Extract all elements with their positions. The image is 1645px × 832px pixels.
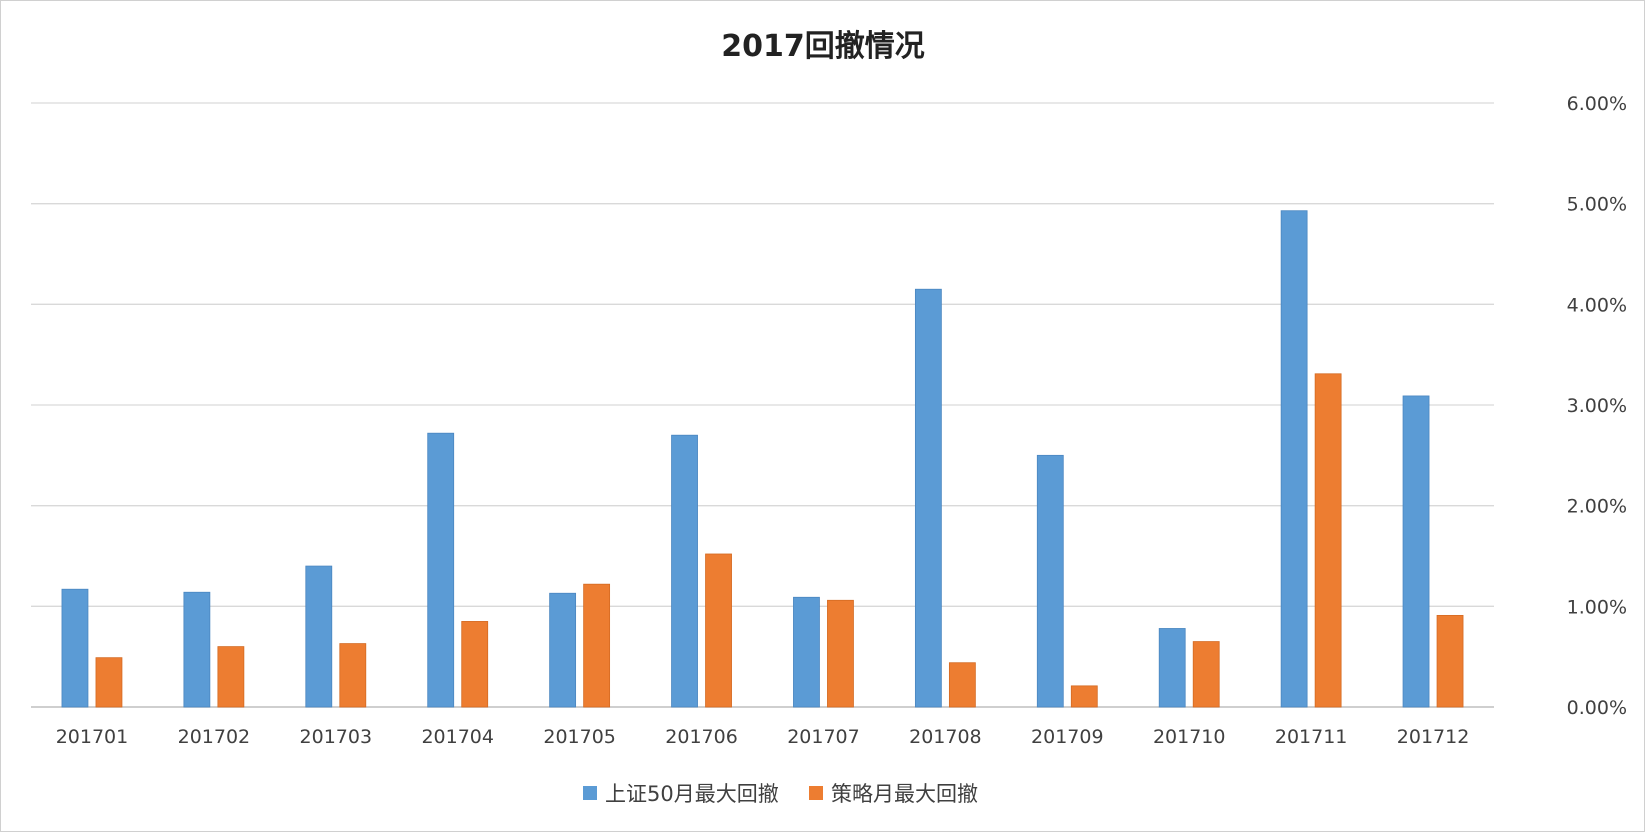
gridlines [31, 102, 1494, 708]
bar-sse50-201706 [671, 434, 698, 708]
legend: 上证50月最大回撤 策略月最大回撤 [583, 782, 978, 806]
x-tick-label: 201701 [56, 726, 129, 748]
x-tick-label: 201706 [665, 726, 738, 748]
bar-strategy-201709 [1070, 685, 1098, 708]
x-tick-label: 201712 [1397, 726, 1470, 748]
y-tick-label: 6.00% [1567, 93, 1627, 115]
x-tick-label: 201710 [1153, 726, 1226, 748]
legend-swatch [809, 786, 823, 800]
bar-strategy-201708 [948, 662, 976, 708]
legend-label: 策略月最大回撤 [831, 782, 978, 806]
bar-strategy-201704 [461, 621, 489, 708]
x-axis-tick-labels: 201701 201702 201703 201704 201705 201706 2017… [56, 726, 1470, 748]
bar-strategy-201701 [95, 657, 123, 708]
y-tick-label: 2.00% [1567, 496, 1627, 518]
bar-strategy-201702 [217, 646, 245, 708]
bar-strategy-201712 [1436, 614, 1464, 708]
bar-strategy-201710 [1192, 641, 1220, 708]
y-tick-label: 5.00% [1567, 194, 1627, 216]
x-tick-label: 201708 [909, 726, 982, 748]
bar-strategy-201705 [583, 583, 611, 708]
x-tick-label: 201703 [300, 726, 373, 748]
x-tick-label: 201707 [787, 726, 860, 748]
bar-sse50-201708 [914, 288, 942, 708]
x-tick-label: 201704 [421, 726, 494, 748]
x-tick-label: 201709 [1031, 726, 1104, 748]
bar-sse50-201707 [793, 596, 820, 708]
bar-sse50-201704 [427, 432, 455, 708]
bar-sse50-201711 [1280, 210, 1308, 708]
bar-sse50-201710 [1158, 628, 1186, 708]
y-tick-label: 1.00% [1567, 596, 1627, 618]
bar-strategy-201711 [1314, 373, 1342, 708]
bar-sse50-201709 [1036, 454, 1064, 708]
chart-title: 2017回撤情况 [721, 29, 925, 64]
x-tick-label: 201711 [1275, 726, 1348, 748]
bar-sse50-201705 [549, 592, 577, 708]
bar-sse50-201701 [61, 588, 89, 708]
bar-strategy-201706 [705, 553, 732, 708]
bar-sse50-201703 [305, 565, 333, 708]
bar-strategy-201703 [339, 643, 367, 708]
legend-label: 上证50月最大回撤 [605, 782, 779, 806]
y-tick-label: 4.00% [1567, 294, 1627, 316]
y-tick-label: 3.00% [1567, 395, 1627, 417]
y-tick-label: 0.00% [1567, 697, 1627, 719]
x-tick-label: 201702 [178, 726, 251, 748]
x-tick-label: 201705 [543, 726, 616, 748]
bar-sse50-201702 [183, 591, 211, 708]
bar-strategy-201707 [827, 599, 854, 708]
bar-sse50-201712 [1402, 395, 1430, 708]
legend-swatch [583, 786, 597, 800]
bars [61, 210, 1464, 708]
y-axis-tick-labels: 0.00% 1.00% 2.00% 3.00% 4.00% 5.00% 6.00% [1567, 93, 1627, 719]
